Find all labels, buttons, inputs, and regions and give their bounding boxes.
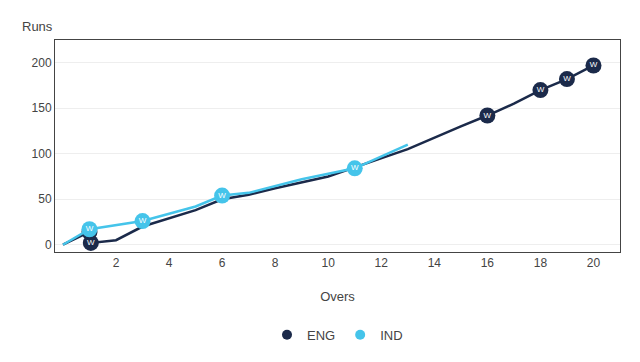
svg-text:IND: IND [380, 328, 402, 343]
svg-text:100: 100 [32, 147, 52, 161]
svg-text:16: 16 [481, 256, 495, 270]
svg-text:20: 20 [587, 256, 601, 270]
svg-text:0: 0 [45, 238, 52, 252]
svg-text:8: 8 [272, 256, 279, 270]
svg-text:W: W [86, 224, 94, 233]
svg-text:W: W [87, 238, 95, 247]
svg-text:2: 2 [113, 256, 120, 270]
svg-text:4: 4 [166, 256, 173, 270]
svg-text:18: 18 [534, 256, 548, 270]
svg-text:6: 6 [219, 256, 226, 270]
svg-text:W: W [590, 60, 598, 69]
svg-text:14: 14 [428, 256, 442, 270]
svg-text:W: W [537, 85, 545, 94]
svg-text:W: W [218, 191, 226, 200]
svg-text:W: W [563, 74, 571, 83]
svg-text:50: 50 [38, 192, 52, 206]
svg-text:Overs: Overs [320, 289, 355, 304]
svg-text:ENG: ENG [307, 328, 335, 343]
svg-text:Runs: Runs [22, 19, 53, 34]
svg-text:150: 150 [32, 101, 52, 115]
svg-text:W: W [351, 163, 359, 172]
svg-text:200: 200 [32, 56, 52, 70]
svg-text:W: W [139, 216, 147, 225]
svg-text:12: 12 [375, 256, 389, 270]
svg-text:10: 10 [322, 256, 336, 270]
svg-text:W: W [484, 111, 492, 120]
svg-text:W: W [86, 227, 94, 236]
